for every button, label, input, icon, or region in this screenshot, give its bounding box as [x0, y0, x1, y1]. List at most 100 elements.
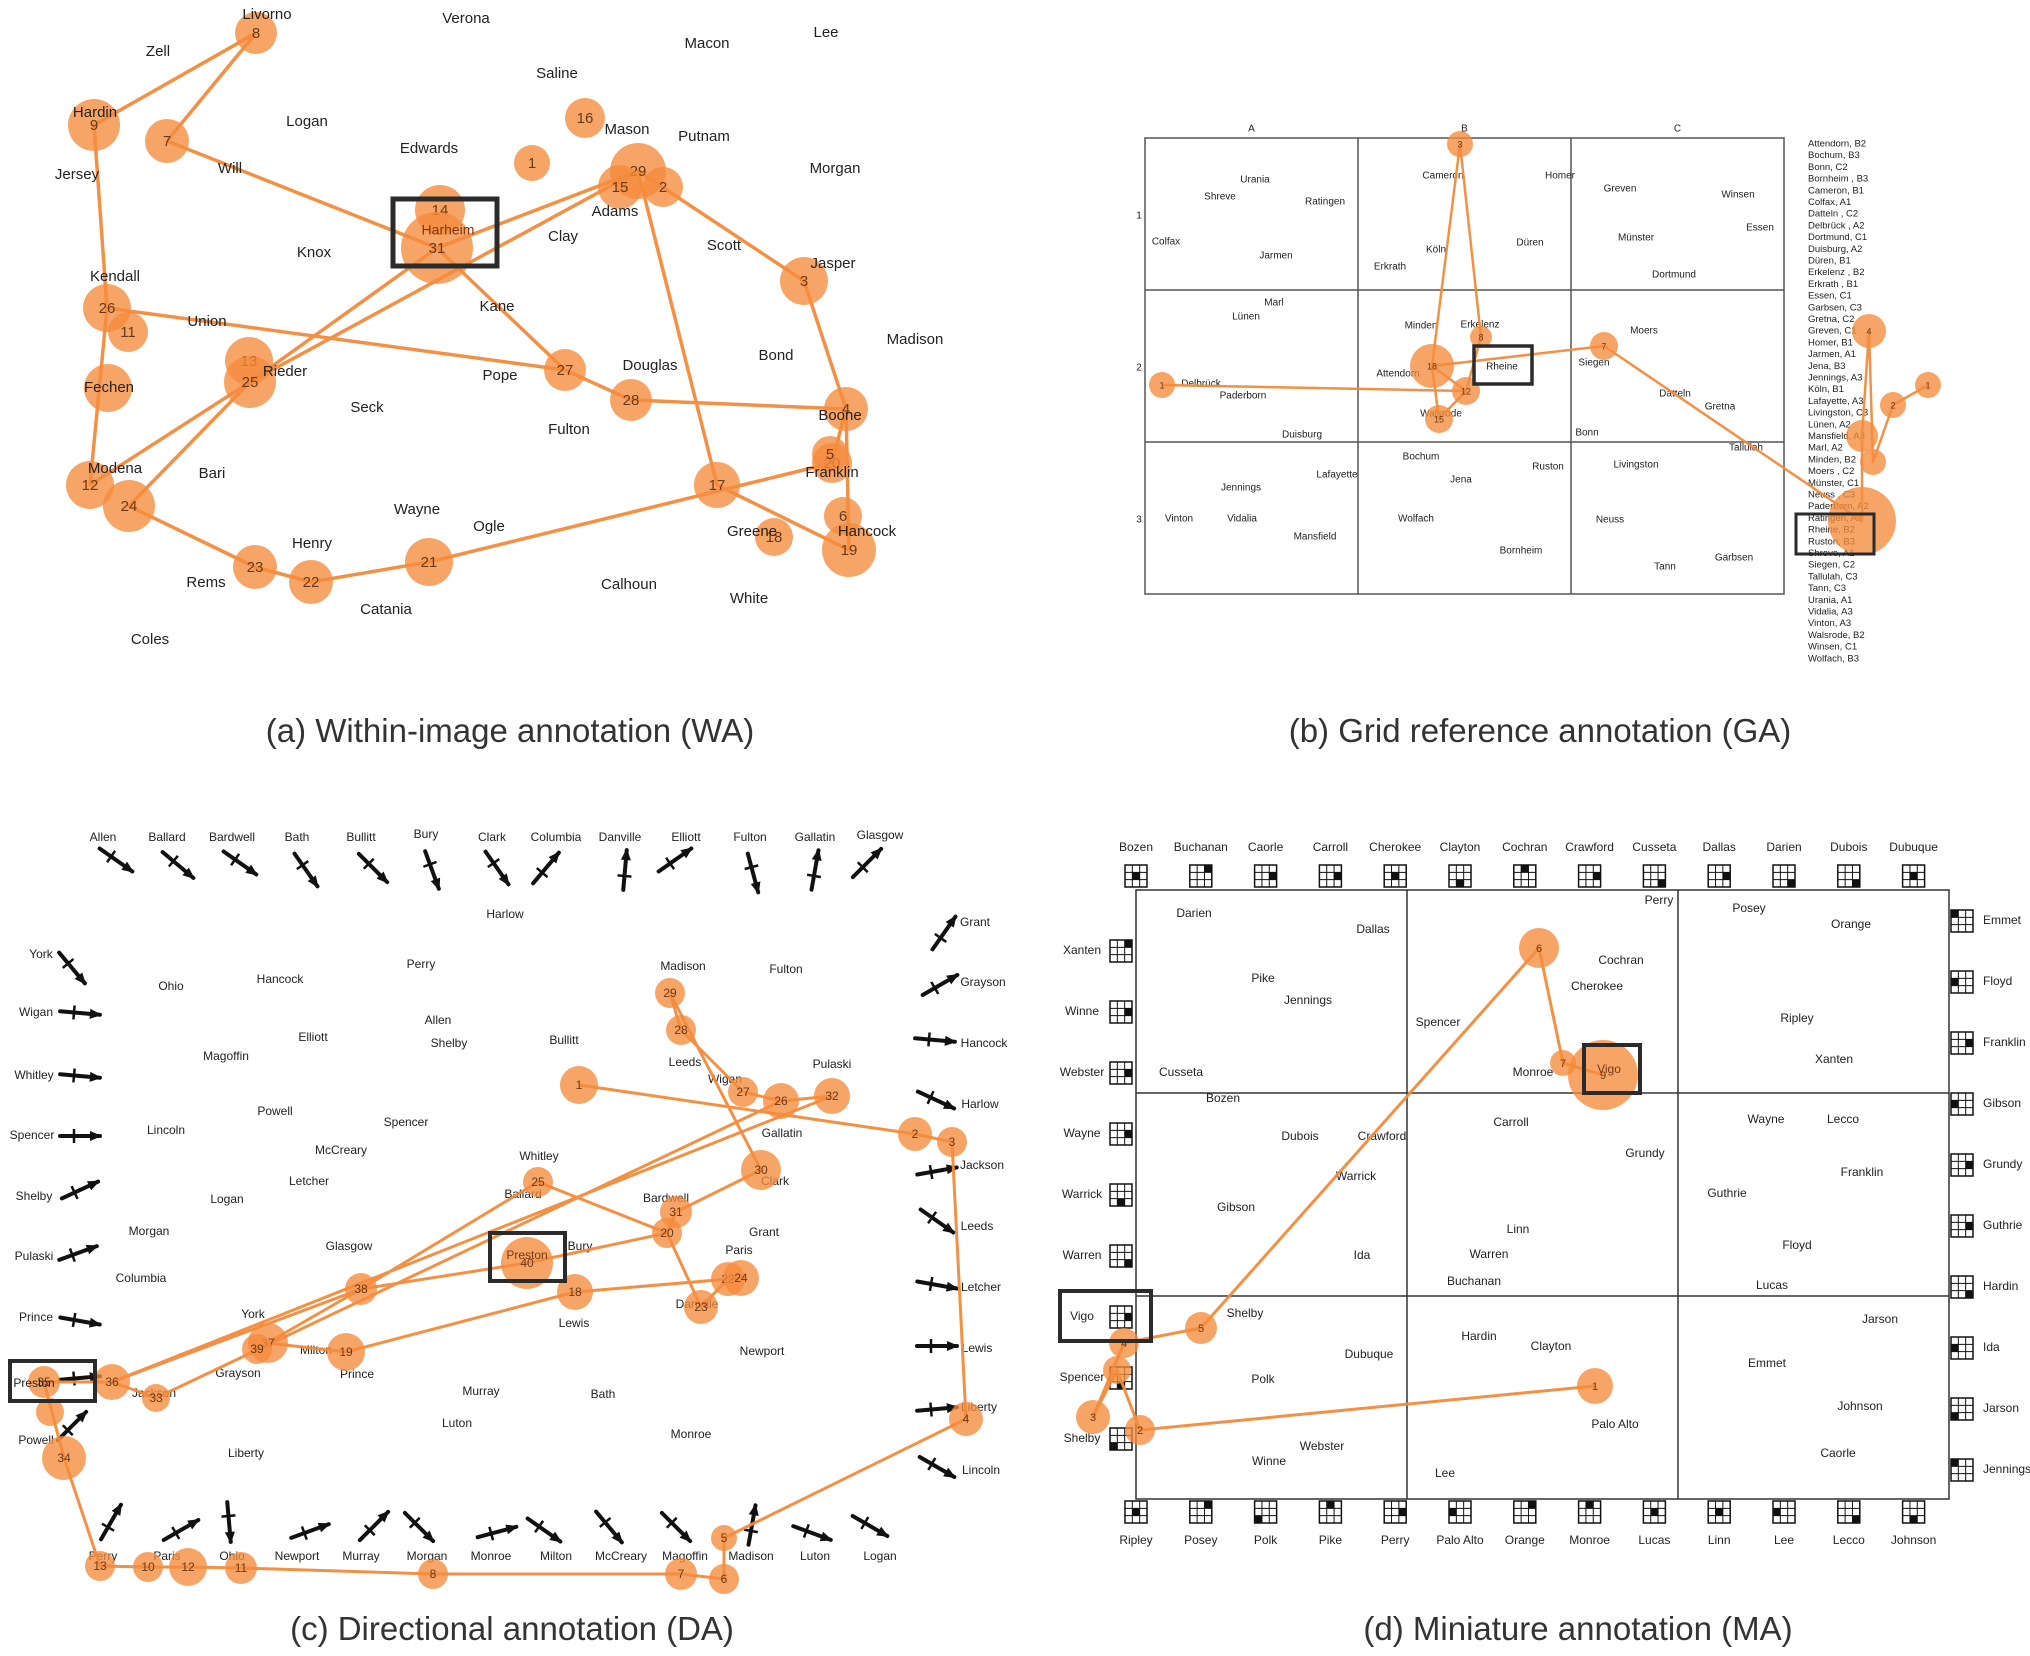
arrow-head — [422, 1530, 435, 1543]
miniature-cell-marker — [1951, 1344, 1959, 1352]
bottom-border-label: Linn — [1708, 1533, 1731, 1547]
route-marker — [523, 1167, 553, 1197]
map-frame — [1135, 889, 1950, 1500]
miniature-map-icon — [1109, 939, 1133, 963]
place-label: Logan — [210, 1192, 243, 1206]
route-marker — [741, 1150, 781, 1190]
index-entry: Lafayette, A3 — [1808, 396, 1863, 407]
miniature-map-icon — [1950, 970, 1974, 994]
direction-arrow-icon — [58, 1312, 102, 1328]
place-label: Tann — [1654, 562, 1676, 573]
place-label: Catania — [360, 601, 412, 618]
place-label: Perry — [1645, 893, 1674, 907]
place-label: Jarson — [1862, 1312, 1898, 1326]
miniature-map-icon — [1109, 1122, 1133, 1146]
route-marker-number: 30 — [754, 1163, 768, 1177]
route-marker — [898, 1117, 932, 1151]
place-label: Ida — [1354, 1248, 1371, 1262]
place-label: Whitley — [519, 1149, 558, 1163]
place-label: Bonn — [1575, 428, 1598, 439]
place-label: Douglas — [622, 357, 677, 374]
route-marker — [812, 436, 848, 472]
place-label: Fulton — [769, 962, 802, 976]
place-label: Cameron — [1422, 171, 1463, 182]
direction-arrow-icon — [930, 914, 958, 952]
route-marker-number: 1 — [576, 1078, 583, 1092]
bottom-border-label: Lecco — [1833, 1533, 1865, 1547]
route-marker — [327, 1333, 365, 1371]
route-marker-number: 9 — [1600, 1070, 1606, 1082]
route-marker — [1103, 1356, 1131, 1384]
miniature-map-icon — [1950, 1214, 1974, 1238]
place-label: Fechen — [84, 379, 134, 396]
right-border-label: Gibson — [1983, 1096, 2021, 1110]
route-marker-number: 28 — [674, 1023, 688, 1037]
index-entry: Attendorn, B2 — [1808, 139, 1866, 150]
place-label: Colfax — [1152, 237, 1180, 248]
border-label: Lewis — [962, 1341, 993, 1355]
place-label: Bari — [199, 465, 226, 482]
place-label: Franklin — [1841, 1165, 1884, 1179]
top-border-label: Darien — [1766, 840, 1801, 854]
left-border-label: Warrick — [1062, 1187, 1103, 1201]
arrow-crossbar — [72, 1005, 76, 1020]
route-marker-number: 2 — [912, 1127, 919, 1141]
place-label: Boone — [818, 407, 861, 424]
arrow-head — [245, 864, 259, 876]
miniature-map-icon — [1837, 1500, 1861, 1524]
bottom-border-label: Johnson — [1891, 1533, 1936, 1547]
route-marker — [1519, 928, 1559, 968]
index-entry: Duisburg, A2 — [1808, 244, 1862, 255]
arrow-crossbar — [422, 860, 437, 868]
direction-arrow-icon — [915, 1089, 957, 1111]
route-marker-number: 1 — [1592, 1381, 1598, 1393]
direction-arrow-icon — [913, 1032, 957, 1047]
arrow-crossbar — [487, 858, 501, 869]
route-marker — [565, 98, 605, 138]
top-border-label: Dubuque — [1889, 840, 1938, 854]
miniature-cell-marker — [1852, 879, 1860, 887]
place-label: Lewis — [559, 1316, 590, 1330]
route-marker — [1915, 372, 1941, 398]
index-entry: Mansfield, A3 — [1808, 431, 1865, 442]
miniature-map-icon — [1950, 1031, 1974, 1055]
miniature-map-icon — [1950, 909, 1974, 933]
arrow-crossbar — [928, 1276, 934, 1292]
direction-arrow-icon — [99, 1502, 123, 1542]
route-marker — [666, 1015, 696, 1045]
selection-box — [1472, 344, 1534, 386]
index-entry: Ruston, B3 — [1808, 536, 1855, 547]
route-marker-number: 5 — [826, 446, 834, 463]
border-label: Newport — [275, 1549, 320, 1563]
route-marker-number: 21 — [421, 554, 438, 571]
route-marker-number: 25 — [531, 1175, 545, 1189]
route-marker-number: 6 — [721, 1572, 728, 1586]
direction-arrow-icon — [806, 848, 822, 892]
arrow-crossbar — [926, 1090, 935, 1105]
place-label: Liberty — [228, 1446, 264, 1460]
route-marker-number: 7 — [1560, 1058, 1566, 1070]
miniature-cell-marker — [1326, 1501, 1335, 1509]
route-marker-number: 12 — [1461, 386, 1471, 396]
index-entry: Walsrode, B2 — [1808, 630, 1865, 641]
place-label: Gallatin — [762, 1126, 803, 1140]
place-label: Bath — [591, 1387, 616, 1401]
place-label: Wayne — [394, 501, 440, 518]
direction-arrow-icon — [57, 950, 87, 986]
miniature-cell-marker — [1124, 1069, 1132, 1077]
left-border-label: Wayne — [1064, 1126, 1101, 1140]
border-label: Logan — [863, 1549, 896, 1563]
route-marker — [814, 1078, 850, 1114]
index-entry: Essen, C1 — [1808, 291, 1852, 302]
miniature-map-icon — [1253, 864, 1278, 888]
bottom-border-label: Polk — [1254, 1533, 1278, 1547]
miniature-map-icon — [1707, 1500, 1731, 1524]
selection-box — [488, 1231, 567, 1283]
route-marker-number: 18 — [766, 529, 783, 546]
direction-arrow-icon — [58, 1129, 102, 1143]
miniature-cell-marker — [1965, 1039, 1973, 1047]
place-label: Powell — [257, 1104, 292, 1118]
index-entry: Bornheim , B3 — [1808, 174, 1868, 185]
miniature-map-icon — [1109, 1000, 1133, 1024]
route-marker-number: 7 — [1601, 341, 1606, 351]
